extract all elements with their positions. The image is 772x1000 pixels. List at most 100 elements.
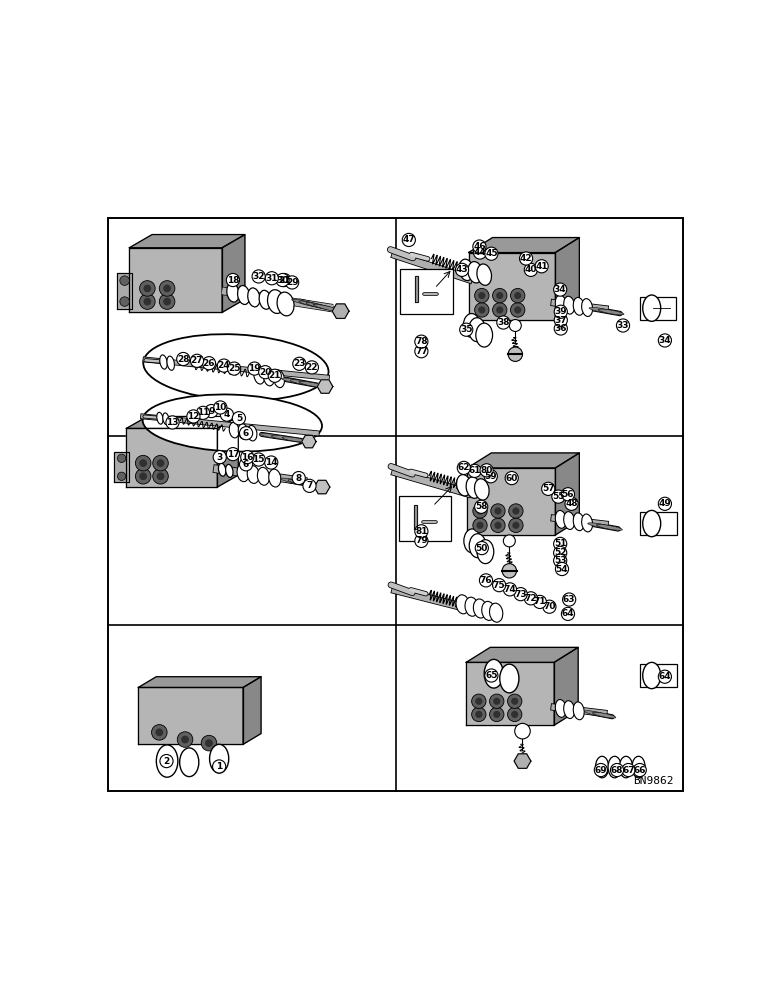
Ellipse shape xyxy=(632,756,645,778)
Circle shape xyxy=(496,316,510,329)
Circle shape xyxy=(205,404,218,418)
Circle shape xyxy=(459,323,472,336)
Ellipse shape xyxy=(477,264,492,285)
Circle shape xyxy=(266,272,279,285)
Text: 22: 22 xyxy=(306,363,318,372)
Polygon shape xyxy=(130,248,222,312)
Text: BN9862: BN9862 xyxy=(633,776,674,786)
Text: 51: 51 xyxy=(554,539,567,548)
FancyBboxPatch shape xyxy=(401,269,453,314)
Ellipse shape xyxy=(292,299,323,307)
Circle shape xyxy=(510,288,525,303)
Ellipse shape xyxy=(564,296,574,314)
Circle shape xyxy=(476,507,483,515)
Circle shape xyxy=(239,458,252,471)
Circle shape xyxy=(479,574,493,587)
Circle shape xyxy=(493,698,500,705)
Circle shape xyxy=(475,288,489,303)
Circle shape xyxy=(484,470,497,483)
Polygon shape xyxy=(127,428,218,487)
Circle shape xyxy=(535,260,548,273)
Circle shape xyxy=(166,416,179,429)
Ellipse shape xyxy=(555,700,566,717)
Circle shape xyxy=(616,319,630,332)
Ellipse shape xyxy=(280,478,309,485)
Circle shape xyxy=(510,320,521,331)
Polygon shape xyxy=(514,754,531,768)
Circle shape xyxy=(239,427,252,440)
Text: 24: 24 xyxy=(218,361,230,370)
Ellipse shape xyxy=(456,595,469,614)
Circle shape xyxy=(139,459,147,467)
Circle shape xyxy=(509,504,523,518)
Circle shape xyxy=(476,711,482,718)
Text: 44: 44 xyxy=(474,248,486,257)
Circle shape xyxy=(472,504,487,518)
Circle shape xyxy=(457,461,470,474)
Ellipse shape xyxy=(499,664,519,693)
Ellipse shape xyxy=(290,380,317,386)
Text: 59: 59 xyxy=(485,472,497,481)
Ellipse shape xyxy=(282,378,307,384)
Circle shape xyxy=(226,273,239,287)
Circle shape xyxy=(507,707,522,722)
Circle shape xyxy=(508,347,523,361)
Circle shape xyxy=(472,240,486,253)
Circle shape xyxy=(213,451,226,464)
Ellipse shape xyxy=(584,711,608,717)
Circle shape xyxy=(513,522,520,529)
Text: 81: 81 xyxy=(415,527,428,536)
Text: 20: 20 xyxy=(259,368,272,377)
Text: 31: 31 xyxy=(266,274,278,283)
Ellipse shape xyxy=(574,702,584,720)
Text: 43: 43 xyxy=(455,265,469,274)
Circle shape xyxy=(503,583,516,596)
Circle shape xyxy=(276,273,290,287)
Text: 19: 19 xyxy=(248,364,261,373)
Ellipse shape xyxy=(643,295,661,321)
Text: 77: 77 xyxy=(415,347,428,356)
Circle shape xyxy=(502,564,516,578)
Circle shape xyxy=(475,303,489,317)
Text: 70: 70 xyxy=(543,602,556,611)
Circle shape xyxy=(415,525,428,538)
Circle shape xyxy=(402,233,415,247)
Text: 45: 45 xyxy=(485,249,498,258)
Circle shape xyxy=(228,362,241,375)
Circle shape xyxy=(252,453,266,466)
Circle shape xyxy=(476,541,489,555)
Text: 33: 33 xyxy=(617,321,629,330)
Text: 16: 16 xyxy=(241,453,253,462)
Polygon shape xyxy=(314,480,330,494)
Text: 48: 48 xyxy=(565,499,578,508)
Circle shape xyxy=(594,763,608,777)
Circle shape xyxy=(524,263,537,276)
Ellipse shape xyxy=(643,510,661,537)
Circle shape xyxy=(554,537,567,550)
Ellipse shape xyxy=(574,297,584,315)
Ellipse shape xyxy=(593,712,616,718)
Ellipse shape xyxy=(273,370,285,388)
Ellipse shape xyxy=(619,756,632,778)
Text: 40: 40 xyxy=(525,265,537,274)
Circle shape xyxy=(144,298,151,305)
Ellipse shape xyxy=(581,299,593,316)
Text: 57: 57 xyxy=(542,484,554,493)
Circle shape xyxy=(415,335,428,348)
Text: 4: 4 xyxy=(224,410,230,419)
Circle shape xyxy=(511,711,518,718)
Circle shape xyxy=(554,305,567,318)
Text: 73: 73 xyxy=(514,590,527,599)
Circle shape xyxy=(468,464,481,477)
Text: 9: 9 xyxy=(208,407,215,416)
Circle shape xyxy=(415,534,428,547)
Text: 63: 63 xyxy=(563,595,575,604)
Circle shape xyxy=(205,739,213,747)
Text: 14: 14 xyxy=(265,458,277,467)
Circle shape xyxy=(120,276,130,285)
Ellipse shape xyxy=(608,756,621,778)
Circle shape xyxy=(565,497,578,510)
Circle shape xyxy=(524,592,537,605)
Circle shape xyxy=(511,698,518,705)
Ellipse shape xyxy=(299,301,330,309)
